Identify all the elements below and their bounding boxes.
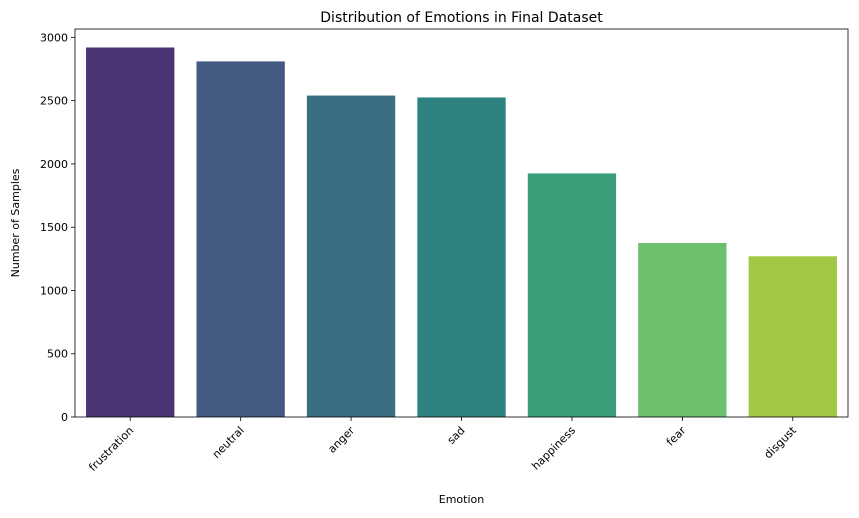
- bar-anger: [306, 95, 396, 417]
- x-tick-label-anger: anger: [325, 424, 357, 456]
- x-tick-label-neutral: neutral: [210, 424, 247, 461]
- y-tick-label: 2000: [40, 158, 68, 171]
- bar-sad: [417, 97, 506, 418]
- x-tick-label-happiness: happiness: [529, 424, 578, 473]
- x-tick-label-disgust: disgust: [762, 423, 800, 461]
- bar-disgust: [748, 256, 837, 417]
- x-tick-label-frustration: frustration: [86, 424, 136, 474]
- bar-neutral: [196, 61, 285, 418]
- y-tick-label: 1500: [40, 221, 68, 234]
- y-tick-label: 500: [47, 348, 68, 361]
- x-axis-label: Emotion: [439, 493, 484, 506]
- bar-happiness: [527, 173, 617, 417]
- y-tick-label: 3000: [40, 31, 68, 44]
- x-tick-label-fear: fear: [664, 424, 689, 449]
- plot-area: 0 500 1000 1500 2000 2500 3000 frustration neutr…: [40, 28, 849, 474]
- y-tick-label: 2500: [40, 95, 68, 108]
- y-axis-label: Number of Samples: [9, 168, 22, 277]
- chart-title: Distribution of Emotions in Final Datase…: [320, 10, 603, 26]
- y-tick-label: 0: [61, 411, 68, 424]
- y-tick-label: 1000: [40, 284, 68, 297]
- bar-frustration: [86, 47, 175, 417]
- x-tick-label-sad: sad: [445, 424, 468, 447]
- bar-fear: [638, 242, 727, 417]
